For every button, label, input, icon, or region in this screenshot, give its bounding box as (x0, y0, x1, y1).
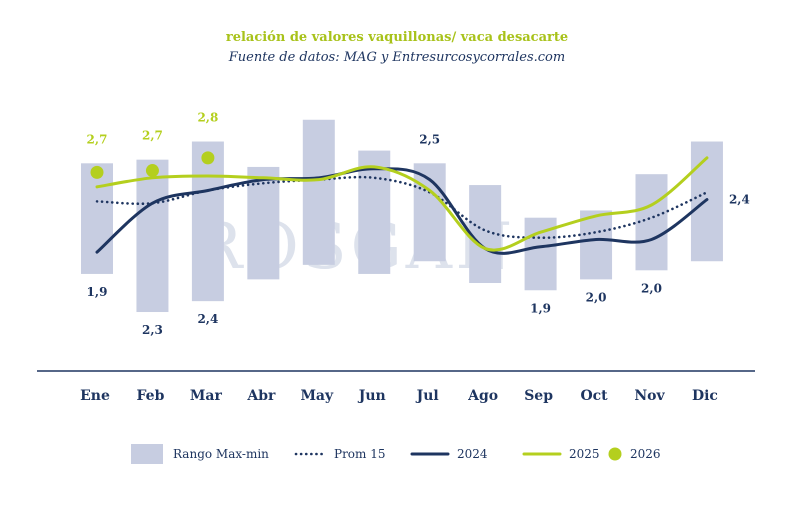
watermark-group: ROSGAN (194, 210, 516, 284)
data-label-nov-9: 2,0 (641, 281, 662, 295)
data-label-feb-4: 2,3 (142, 323, 163, 337)
range-bar-abr (247, 166, 280, 280)
x-tick-may: May (300, 388, 334, 404)
x-tick-abr: Abr (246, 388, 276, 404)
x-tick-labels: Ene Feb Mar Abr May Jun Jul Ago Sep Oct Nov Dic (80, 388, 718, 404)
range-bar-jun (358, 150, 391, 274)
data-label-jul-6: 2,5 (419, 132, 440, 146)
x-tick-jun: Jun (357, 388, 386, 404)
legend-label-2024: 2024 (457, 447, 488, 461)
chart-title: relación de valores vaquillonas/ vaca de… (226, 30, 568, 45)
legend: Rango Max-min Prom 15 2024 2025 2026 (131, 444, 661, 464)
range-bar-may (302, 119, 335, 265)
x-tick-dic: Dic (692, 388, 718, 404)
series-line-prom-15 (95, 175, 709, 239)
range-bar-oct (580, 210, 613, 280)
data-label-dic-10: 2,4 (729, 193, 750, 207)
legend-swatch-rango-max-min (131, 444, 163, 464)
range-bar-mar (191, 141, 224, 302)
series-line-2024 (95, 167, 709, 255)
x-tick-sep: Sep (524, 388, 553, 404)
data-label-oct-8: 2,0 (586, 290, 607, 304)
x-tick-feb: Feb (137, 388, 165, 404)
series-2026-point-ene (90, 165, 104, 179)
series-lines (95, 156, 709, 255)
x-tick-mar: Mar (190, 388, 223, 404)
chart-subtitle: Fuente de datos: MAG y Entresurcosycorra… (228, 50, 565, 65)
x-tick-ago: Ago (467, 388, 498, 404)
range-bar-ago (469, 185, 502, 284)
data-label-feb-1: 2,7 (142, 129, 163, 143)
data-labels: 2,7 2,7 2,8 1,9 2,3 2,4 2,5 1,9 2,0 2,0 2,4 (87, 111, 750, 337)
watermark-text: ROSGAN (194, 210, 516, 284)
series-2026-point-feb (145, 164, 159, 178)
range-bar-nov (635, 174, 668, 271)
range-bar-feb (136, 159, 169, 313)
data-label-mar-2: 2,8 (197, 111, 218, 125)
series-2026-point-mar (201, 151, 215, 165)
legend-swatch-2026 (608, 447, 622, 461)
x-tick-jul: Jul (415, 388, 439, 404)
series-line-2025 (95, 156, 709, 252)
legend-label-2026: 2026 (630, 447, 661, 461)
data-label-ene-3: 1,9 (87, 285, 108, 299)
x-tick-nov: Nov (634, 388, 665, 404)
range-bar-ene (81, 163, 113, 274)
data-label-sep-7: 1,9 (530, 301, 551, 315)
legend-label-rango-max-min: Rango Max-min (173, 447, 269, 461)
range-bars (81, 119, 723, 313)
data-label-ene-0: 2,7 (87, 132, 108, 146)
legend-label-prom-15: Prom 15 (334, 447, 386, 461)
data-label-mar-5: 2,4 (197, 312, 218, 326)
series-dots (90, 151, 215, 179)
x-tick-oct: Oct (580, 388, 608, 404)
x-tick-ene: Ene (80, 388, 110, 404)
legend-label-2025: 2025 (569, 447, 600, 461)
